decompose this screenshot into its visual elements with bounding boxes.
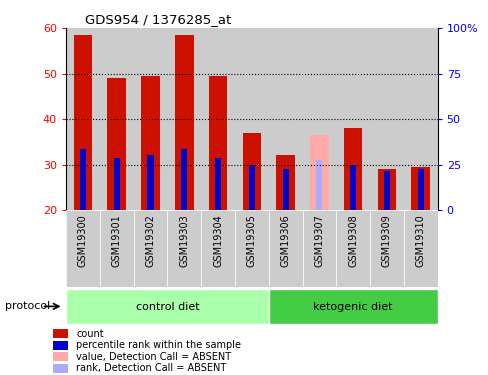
Bar [201,210,234,287]
Bar [133,210,167,287]
Bar [268,28,302,210]
Text: GSM19302: GSM19302 [145,214,155,267]
Text: control diet: control diet [135,302,199,312]
Text: percentile rank within the sample: percentile rank within the sample [76,340,241,350]
Bar [336,210,369,287]
Bar [201,28,234,210]
Text: GSM19304: GSM19304 [213,214,223,267]
Bar [302,210,336,287]
Text: GSM19305: GSM19305 [246,214,256,267]
Bar [268,289,437,324]
Bar [181,148,187,210]
Bar [215,158,221,210]
Text: GSM19307: GSM19307 [314,214,324,267]
Bar [336,28,369,210]
Bar [208,76,227,210]
Bar [343,128,362,210]
Text: GSM19303: GSM19303 [179,214,189,267]
Bar [141,76,160,210]
Bar [66,289,268,324]
Bar [242,133,261,210]
Bar [369,28,403,210]
Bar [53,341,67,350]
Bar [377,169,395,210]
Text: GSM19301: GSM19301 [111,214,122,267]
Bar [383,171,389,210]
Bar [417,169,423,210]
Text: GSM19300: GSM19300 [78,214,88,267]
Text: ketogenic diet: ketogenic diet [313,302,392,312]
Bar [309,135,328,210]
Bar [53,364,67,373]
Bar [53,329,67,338]
Bar [66,210,100,287]
Bar [282,169,288,210]
Bar [147,155,153,210]
Bar [53,352,67,361]
Text: GSM19310: GSM19310 [415,214,425,267]
Bar [268,210,302,287]
Text: GDS954 / 1376285_at: GDS954 / 1376285_at [84,13,230,26]
Bar [100,28,133,210]
Bar [316,160,322,210]
Text: value, Detection Call = ABSENT: value, Detection Call = ABSENT [76,352,231,362]
Bar [175,35,193,210]
Text: GSM19309: GSM19309 [381,214,391,267]
Bar [349,165,355,210]
Bar [66,28,100,210]
Bar [113,158,120,210]
Bar [369,210,403,287]
Bar [167,210,201,287]
Bar [410,167,429,210]
Bar [133,28,167,210]
Bar [302,28,336,210]
Bar [276,155,294,210]
Bar [80,148,86,210]
Text: protocol: protocol [5,302,50,311]
Text: count: count [76,329,103,339]
Bar [107,78,126,210]
Bar [403,28,437,210]
Text: GSM19306: GSM19306 [280,214,290,267]
Bar [100,210,133,287]
Bar [167,28,201,210]
Bar [234,210,268,287]
Bar [248,165,254,210]
Text: GSM19308: GSM19308 [347,214,357,267]
Bar [234,28,268,210]
Bar [403,210,437,287]
Bar [74,35,92,210]
Text: rank, Detection Call = ABSENT: rank, Detection Call = ABSENT [76,363,226,373]
